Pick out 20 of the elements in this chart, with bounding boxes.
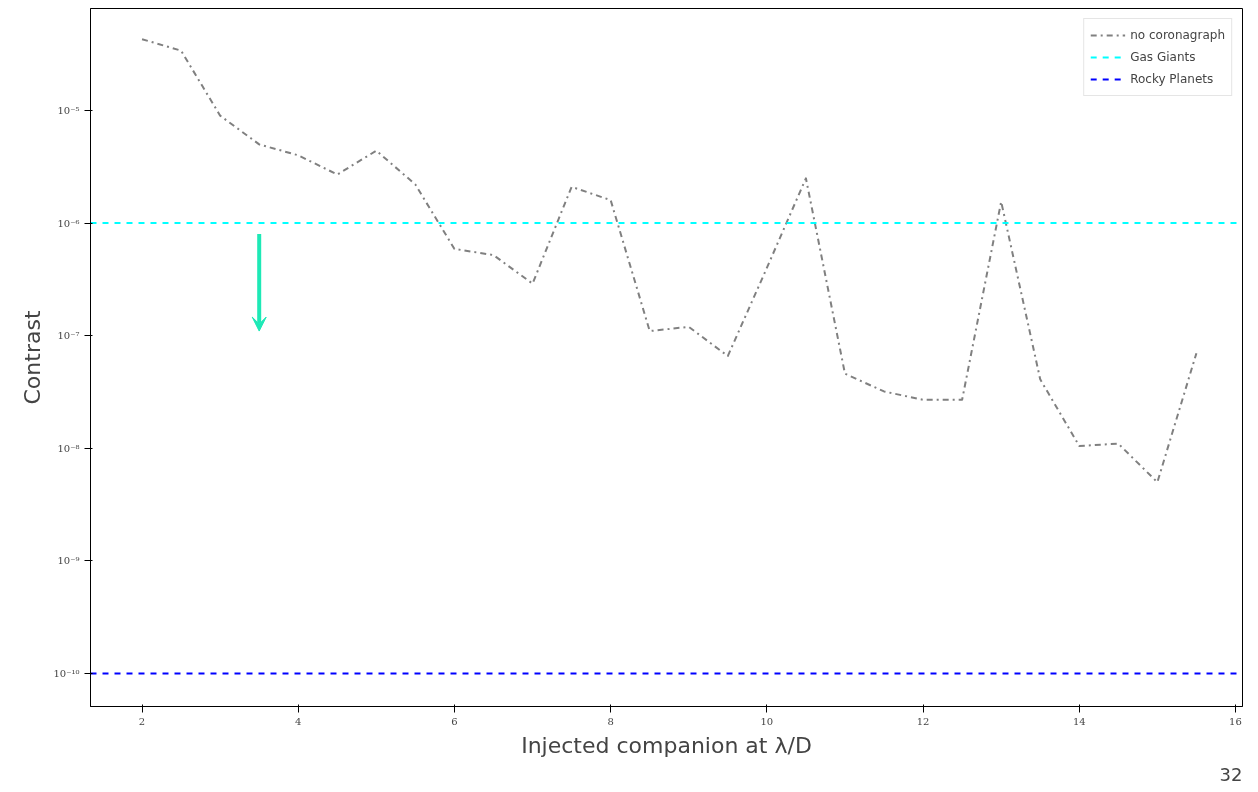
x-tick-label: 10 <box>760 715 774 727</box>
y-tick-label: 10⁻⁷ <box>57 330 80 342</box>
legend-label: Rocky Planets <box>1130 72 1214 86</box>
x-tick-label: 16 <box>1229 715 1242 727</box>
y-axis-title: Contrast <box>20 310 46 405</box>
y-tick-label: 10⁻⁸ <box>57 442 80 454</box>
legend-label: Gas Giants <box>1130 50 1196 64</box>
x-tick-label: 14 <box>1072 715 1086 727</box>
x-tick-label: 4 <box>295 715 302 727</box>
x-tick-label: 8 <box>607 715 614 727</box>
x-tick-label: 12 <box>916 715 930 727</box>
x-tick-label: 6 <box>451 715 458 727</box>
legend-label: no coronagraph <box>1130 28 1225 42</box>
y-tick-label: 10⁻⁶ <box>57 217 80 229</box>
x-tick-label: 2 <box>138 715 146 727</box>
y-tick-label: 10⁻⁵ <box>57 105 80 116</box>
y-tick-label: 10⁻⁹ <box>57 555 80 567</box>
y-tick-label: 10⁻¹⁰ <box>53 668 80 680</box>
x-axis-title: Injected companion at λ/D <box>521 732 812 758</box>
text: 32 <box>1219 763 1243 785</box>
